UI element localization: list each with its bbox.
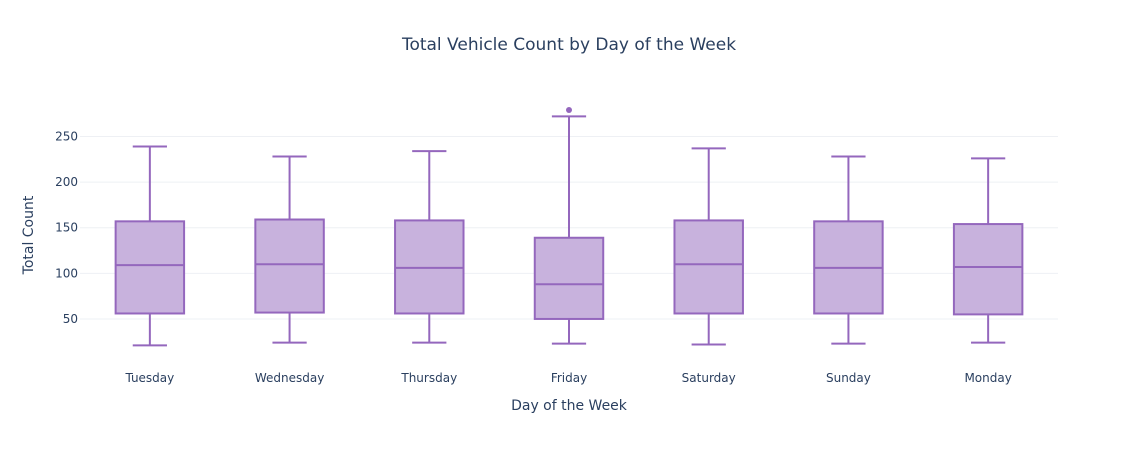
x-tick-label: Saturday xyxy=(682,371,736,385)
box-thursday xyxy=(394,150,465,344)
y-tick-label: 250 xyxy=(55,129,78,143)
x-tick-label: Wednesday xyxy=(255,371,324,385)
iqr-box xyxy=(254,218,325,314)
iqr-box xyxy=(533,236,605,320)
box-wednesday xyxy=(254,155,325,344)
iqr-box xyxy=(114,220,186,315)
boxes xyxy=(114,107,1024,347)
x-tick-label: Monday xyxy=(964,371,1011,385)
y-tick-label: 200 xyxy=(55,175,78,189)
x-axis-title: Day of the Week xyxy=(511,398,628,414)
y-axis-title: Total Count xyxy=(21,195,37,275)
outlier-point xyxy=(566,107,572,114)
x-tick-label: Thursday xyxy=(400,371,457,385)
iqr-box xyxy=(673,219,744,315)
x-tick-label: Sunday xyxy=(826,371,871,385)
x-tick-label: Friday xyxy=(551,371,587,385)
y-tick-label: 100 xyxy=(55,266,78,280)
x-tick-label: Tuesday xyxy=(124,371,174,385)
y-axis-ticks: 50 100 150 200 250 xyxy=(55,129,78,325)
chart-title: Total Vehicle Count by Day of the Week xyxy=(401,35,736,55)
box-tuesday xyxy=(114,145,186,347)
iqr-box xyxy=(952,223,1024,316)
box-saturday xyxy=(673,147,744,346)
box-friday xyxy=(533,107,605,345)
y-tick-label: 150 xyxy=(55,221,78,235)
box-monday xyxy=(952,157,1024,344)
y-tick-label: 50 xyxy=(63,312,78,326)
box-sunday xyxy=(813,155,884,345)
x-axis-ticks: Tuesday Wednesday Thursday Friday Saturday Su… xyxy=(124,371,1011,385)
